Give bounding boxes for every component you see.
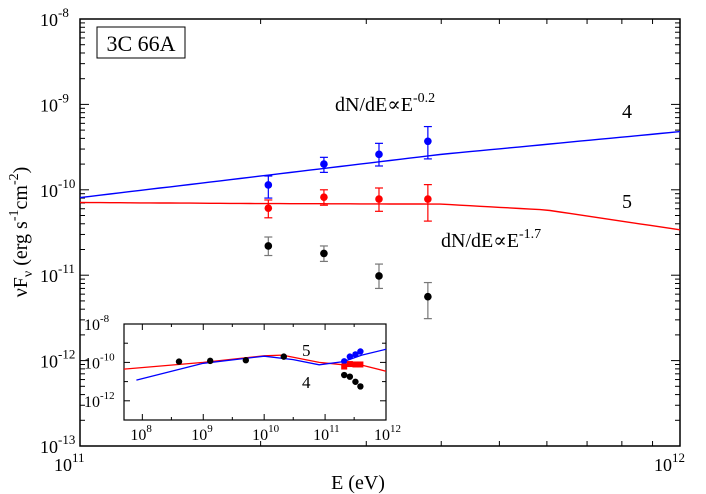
data-point (264, 204, 273, 212)
svg-text:1012: 1012 (654, 450, 685, 475)
svg-text:1012: 1012 (374, 423, 401, 444)
data-point (375, 195, 383, 203)
svg-text:10-8: 10-8 (84, 313, 110, 334)
curve-label-5: 5 (622, 191, 632, 213)
data-point (424, 137, 432, 146)
inset-plot: 10-8 10-10 10-12 108 109 1010 1011 1012 5 4 (84, 313, 401, 444)
curve-4 (79, 130, 681, 199)
title-box (96, 26, 186, 59)
svg-text:10-10: 10-10 (40, 176, 75, 201)
data-point (264, 181, 273, 189)
data-point (320, 160, 328, 168)
y-axis-label: νFν (erg s-1cm-2) (7, 167, 36, 298)
svg-text:10-12: 10-12 (40, 347, 75, 372)
svg-text:1011: 1011 (54, 450, 85, 475)
annotation-index-0.2: dN/dE∝E-0.2 (335, 91, 435, 116)
inset-frame (123, 323, 387, 421)
x-tick-labels: 1011 1012 (54, 450, 685, 475)
data-point (320, 193, 328, 201)
svg-text:109: 109 (191, 423, 213, 444)
svg-text:108: 108 (130, 423, 152, 444)
y-tick-labels: 10-8 10-9 10-10 10-11 10-12 10-13 (40, 5, 75, 457)
svg-text:10-10: 10-10 (84, 351, 115, 372)
curve-label-4: 4 (622, 101, 632, 123)
data-point (375, 272, 383, 280)
svg-text:10-13: 10-13 (40, 432, 75, 457)
model-curves (79, 130, 681, 231)
x-axis-label: E (eV) (331, 472, 385, 494)
svg-text:10-9: 10-9 (40, 90, 69, 115)
inset-x-tick-labels: 108 109 1010 1011 1012 (130, 423, 401, 444)
svg-text:10-8: 10-8 (40, 5, 69, 30)
plot-frame (79, 18, 681, 447)
curve-5 (79, 201, 681, 231)
data-point (264, 242, 273, 250)
chart-title: 3C 66A (106, 31, 175, 56)
inset-y-tick-labels: 10-8 10-10 10-12 (84, 313, 115, 411)
svg-text:10-12: 10-12 (84, 390, 115, 411)
data-point (375, 150, 383, 159)
data-point (424, 292, 432, 301)
inset-data-points (175, 348, 364, 390)
svg-text:1011: 1011 (313, 423, 340, 444)
inset-label-4: 4 (302, 373, 311, 392)
data-point (320, 249, 328, 258)
annotation-index-1.7: dN/dE∝E-1.7 (441, 227, 541, 252)
data-points (264, 125, 432, 320)
svg-text:10-11: 10-11 (40, 261, 75, 286)
data-point (424, 195, 432, 203)
inset-label-5: 5 (302, 341, 311, 360)
axis-ticks (79, 18, 681, 447)
inset-axis-ticks (124, 323, 387, 421)
svg-text:1010: 1010 (252, 423, 279, 444)
